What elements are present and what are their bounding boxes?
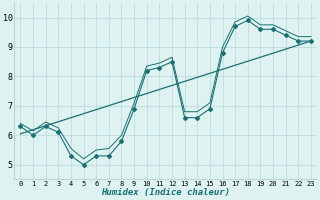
X-axis label: Humidex (Indice chaleur): Humidex (Indice chaleur): [101, 188, 230, 197]
